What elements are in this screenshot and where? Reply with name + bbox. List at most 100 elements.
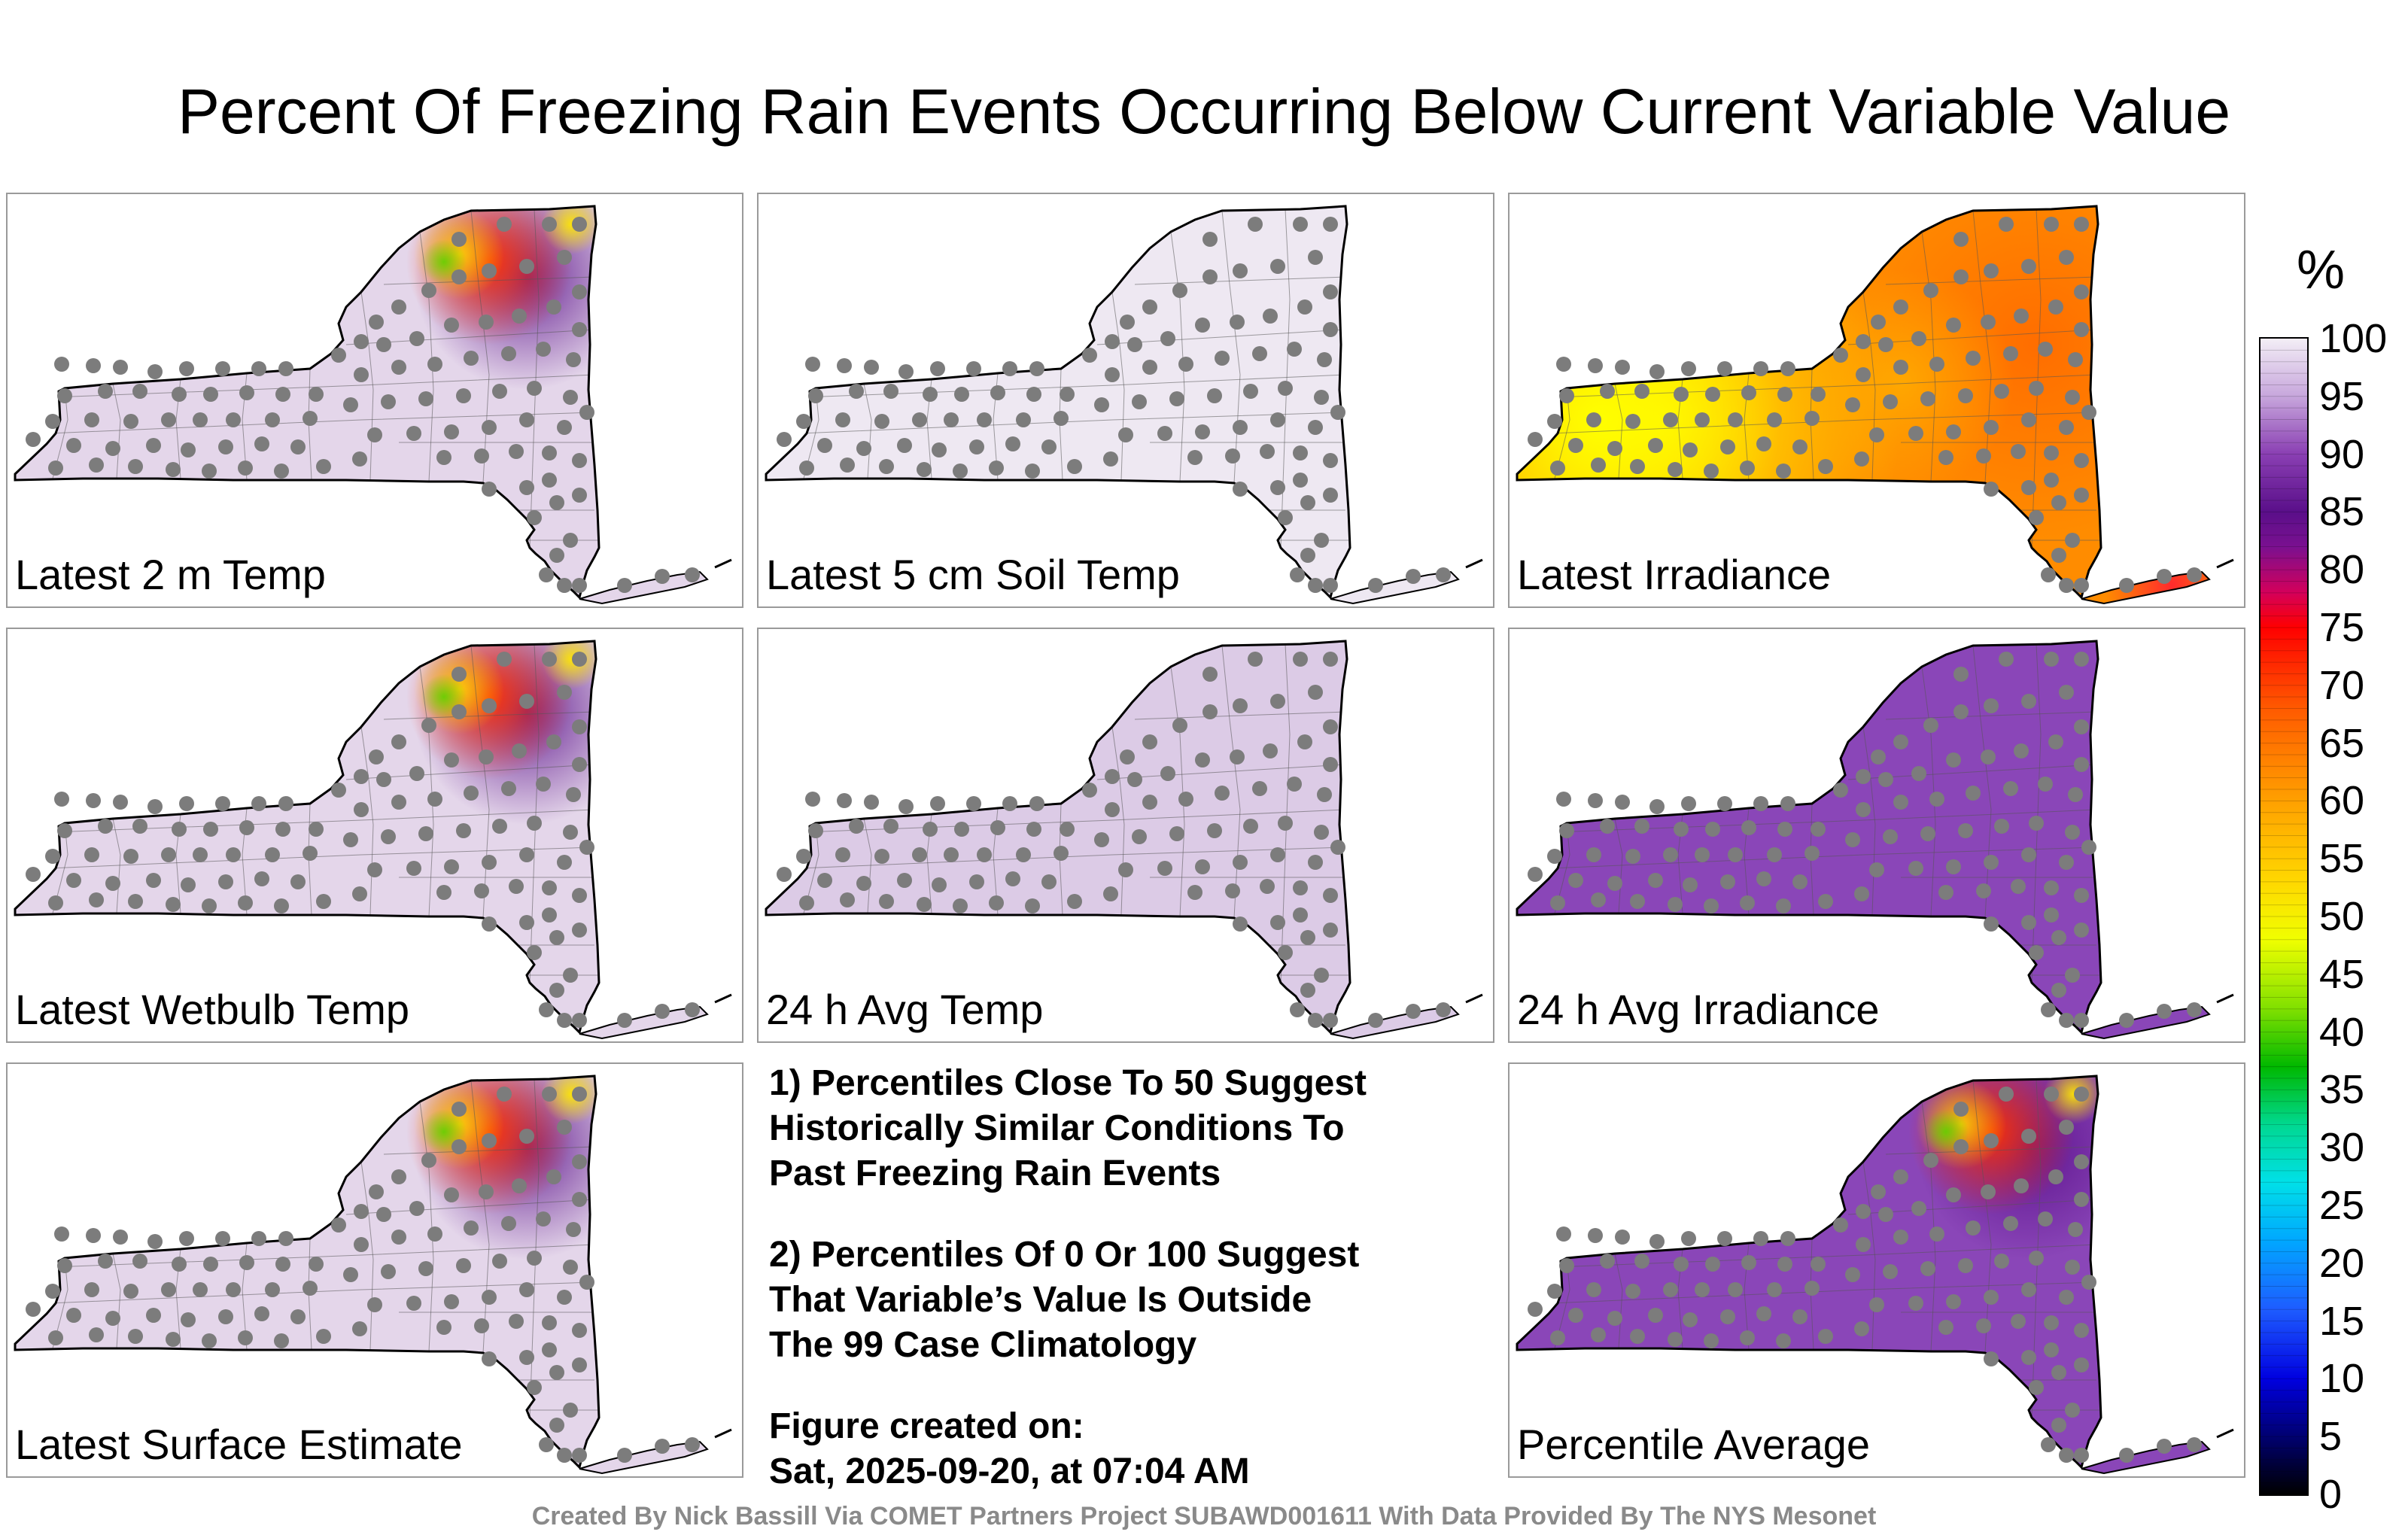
colorbar-tick-0: 0 — [2319, 1472, 2343, 1517]
station-marker — [1230, 315, 1245, 330]
station-marker — [1994, 819, 2009, 834]
station-marker — [954, 387, 969, 402]
station-marker — [482, 263, 497, 278]
colorbar-tick-30: 30 — [2319, 1125, 2365, 1171]
station-marker — [1263, 309, 1278, 324]
station-marker — [113, 360, 128, 375]
station-marker — [2051, 983, 2066, 998]
station-marker — [274, 1333, 289, 1348]
station-marker — [1753, 796, 1768, 811]
station-marker — [1869, 427, 1884, 442]
station-marker — [1984, 698, 1999, 713]
station-marker — [2014, 309, 2029, 324]
station-marker — [1260, 879, 1275, 894]
station-marker — [367, 427, 382, 442]
station-marker — [840, 892, 855, 907]
station-marker — [1041, 439, 1057, 454]
station-marker — [1984, 916, 1999, 932]
station-marker — [917, 462, 932, 477]
station-marker — [2021, 915, 2036, 930]
station-marker — [479, 315, 494, 330]
colorbar-tick-85: 85 — [2319, 489, 2365, 535]
station-marker — [1929, 792, 1944, 807]
station-marker — [1845, 397, 1860, 412]
station-marker — [161, 847, 176, 862]
station-marker — [617, 1448, 632, 1463]
station-marker — [1588, 793, 1603, 808]
station-marker — [1780, 361, 1795, 376]
station-marker — [557, 578, 572, 593]
island-mark — [2216, 993, 2234, 1004]
station-marker — [113, 1230, 128, 1245]
colorbar-tick-100: 100 — [2319, 316, 2388, 361]
station-marker — [391, 360, 406, 375]
station-marker — [1233, 420, 1248, 435]
station-marker — [1792, 874, 1808, 889]
station-marker — [369, 749, 384, 764]
station-marker — [1233, 855, 1248, 870]
station-marker — [1893, 360, 1908, 375]
station-marker — [2048, 734, 2063, 749]
station-marker — [549, 1418, 564, 1433]
station-marker — [418, 826, 433, 841]
station-marker — [202, 898, 217, 913]
station-marker — [451, 667, 467, 682]
station-marker — [1856, 1237, 1871, 1252]
station-marker — [274, 464, 289, 479]
station-marker — [479, 749, 494, 764]
island-mark — [2216, 558, 2234, 569]
station-markers — [1528, 652, 2202, 1028]
station-marker — [418, 391, 433, 406]
station-marker — [2021, 694, 2036, 709]
station-markers — [26, 217, 700, 593]
station-marker — [572, 284, 587, 299]
station-marker — [376, 772, 391, 787]
station-marker — [2059, 685, 2074, 700]
station-marker — [1953, 232, 1969, 247]
figure-created: Figure created on: Sat, 2025-09-20, at 0… — [769, 1406, 1250, 1491]
station-marker — [84, 1282, 99, 1297]
station-marker — [2074, 1013, 2089, 1028]
station-marker — [226, 847, 241, 862]
station-marker — [128, 459, 143, 474]
station-marker — [685, 1437, 700, 1452]
station-marker — [172, 822, 187, 837]
note-2: 2) Percentiles Of 0 Or 100 Suggest That … — [769, 1235, 1360, 1365]
station-marker — [1103, 886, 1118, 901]
station-marker — [86, 793, 101, 808]
station-marker — [1120, 749, 1135, 764]
station-marker — [1893, 299, 1908, 315]
station-marker — [897, 438, 912, 453]
station-marker — [427, 1226, 442, 1242]
station-marker — [193, 412, 208, 427]
colorbar-tick-70: 70 — [2319, 662, 2365, 708]
station-marker — [1953, 667, 1969, 682]
station-marker — [1695, 412, 1710, 427]
station-marker — [1202, 269, 1218, 284]
station-marker — [549, 548, 564, 563]
station-marker — [1600, 384, 1615, 399]
station-marker — [655, 569, 670, 584]
station-marker — [527, 510, 542, 525]
station-marker — [1625, 414, 1640, 429]
station-marker — [303, 1281, 318, 1296]
panel-latest-irradiance: Latest Irradiance — [1508, 193, 2245, 608]
station-marker — [1869, 1297, 1884, 1312]
station-marker — [563, 533, 578, 548]
station-marker — [1625, 849, 1640, 864]
station-marker — [89, 457, 104, 473]
station-marker — [2074, 1323, 2089, 1338]
station-marker — [1300, 548, 1315, 563]
station-marker — [2157, 1439, 2172, 1454]
station-marker — [2044, 907, 2059, 923]
station-marker — [1634, 384, 1649, 399]
station-marker — [536, 1211, 551, 1226]
station-marker — [566, 352, 581, 367]
station-marker — [1705, 1257, 1720, 1272]
station-marker — [1556, 1226, 1571, 1242]
station-marker — [1207, 823, 1222, 838]
station-marker — [2059, 855, 2074, 870]
footer-credit: Created By Nick Bassill Via COMET Partne… — [531, 1502, 1877, 1530]
station-marker — [2059, 1290, 2074, 1305]
station-marker — [879, 459, 894, 474]
